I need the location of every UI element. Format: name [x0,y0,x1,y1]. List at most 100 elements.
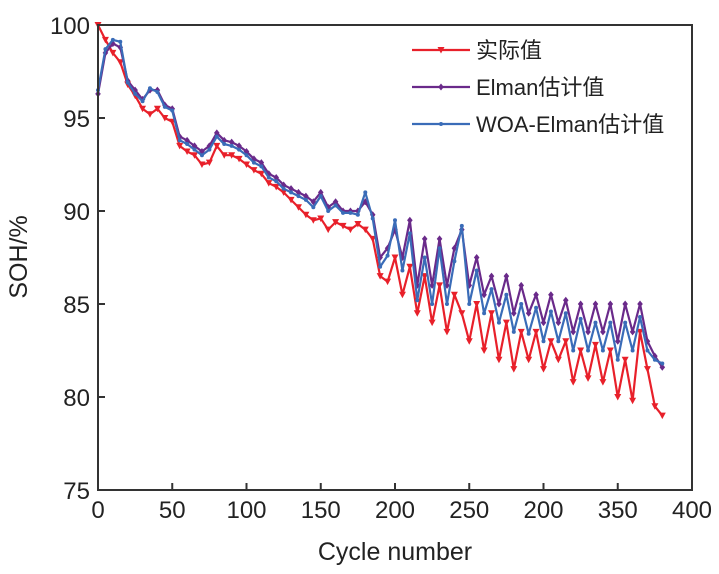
data-point [251,155,257,163]
data-point [436,282,444,289]
data-point [480,347,488,354]
data-point [101,36,109,44]
data-point [584,375,592,382]
data-point [214,129,220,137]
data-point [280,189,288,196]
data-point [623,320,628,325]
data-point [147,86,152,91]
y-axis-label: SOH/% [5,215,33,298]
data-point [228,138,235,146]
data-point [599,379,607,386]
data-point [250,167,258,174]
data-point [517,328,525,336]
data-point [569,379,577,386]
data-point [303,197,308,202]
data-point [606,347,614,354]
data-point [510,366,518,373]
data-point [586,348,591,353]
data-point [139,105,147,113]
legend-entry: Elman估计值 [412,75,604,100]
data-point [140,99,145,104]
data-point [562,296,569,304]
data-point [257,170,265,178]
data-point [614,337,621,345]
data-point [481,291,487,299]
data-point [398,291,406,299]
data-point [103,47,108,52]
data-point [518,281,525,289]
data-point [333,203,338,208]
data-point [473,301,481,308]
data-point [629,328,636,336]
data-point [525,356,533,364]
data-point [235,155,243,163]
data-point [296,194,301,199]
data-point [637,300,643,308]
data-point [571,348,576,353]
data-point [192,147,197,152]
data-point [369,235,377,243]
data-point [191,152,199,159]
data-point [444,302,449,306]
data-point [400,268,405,273]
data-point [548,291,554,299]
data-point [459,223,464,228]
data-point [332,198,339,206]
data-point [184,136,190,144]
data-point [407,231,412,236]
data-point [608,320,613,325]
data-point [281,186,286,191]
data-point [220,152,228,159]
data-point [251,160,256,165]
data-point [177,138,182,143]
x-axis-label: Cycle number [318,538,472,566]
data-point [547,338,555,345]
data-point [629,397,637,405]
data-point [452,259,457,264]
data-point [155,89,160,94]
data-point [326,209,331,213]
data-point [652,352,658,360]
data-point [199,147,205,155]
y-tick-label: 95 [63,106,90,133]
data-point [660,361,665,366]
x-tick-label: 400 [672,497,712,524]
data-point [318,194,323,199]
data-point [548,309,553,314]
data-point [496,320,501,325]
data-point [652,357,657,362]
data-point [503,272,510,280]
data-point [259,164,264,169]
data-point [473,254,480,261]
data-point [570,328,576,336]
data-point [348,210,353,215]
data-point [511,309,517,317]
data-point [118,39,123,44]
data-point [607,300,614,308]
data-point [482,311,487,316]
data-point [577,300,584,308]
data-point [317,215,325,222]
data-point [354,221,362,228]
data-point [376,273,384,280]
data-point [207,147,212,152]
data-point [176,142,184,150]
x-tick-label: 250 [449,497,489,524]
data-point [294,204,302,211]
y-tick-label: 85 [63,292,90,319]
data-point [621,356,629,364]
legend-entry: 实际值 [412,38,542,63]
legend-entry: WOA-Elman估计值 [412,112,664,137]
data-point [161,115,169,122]
data-point [600,348,605,353]
data-point [502,319,510,327]
legend-label: Elman估计值 [476,75,604,100]
data-point [495,356,503,364]
data-point [489,287,494,292]
data-point [214,134,219,139]
data-point [341,210,346,215]
data-point [511,329,516,334]
legend-marker [439,122,443,126]
data-point [229,143,234,148]
